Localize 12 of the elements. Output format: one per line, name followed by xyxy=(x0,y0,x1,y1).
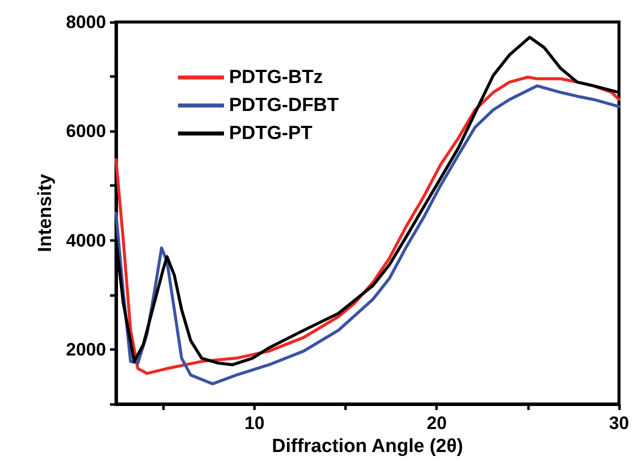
y-tick-label: 6000 xyxy=(66,121,106,142)
x-tick-label: 20 xyxy=(426,413,447,433)
y-axis-title: Intensity xyxy=(35,174,56,252)
x-tick-label: 10 xyxy=(244,413,265,433)
legend-label: PDTG-PT xyxy=(229,123,313,144)
legend-label: PDTG-BTz xyxy=(229,67,323,88)
y-tick-label: 2000 xyxy=(66,339,106,360)
x-axis-title: Diffraction Angle (2θ) xyxy=(272,436,464,457)
x-tick-label: 30 xyxy=(608,413,630,433)
legend-label: PDTG-DFBT xyxy=(229,95,340,116)
y-tick-label: 4000 xyxy=(66,230,106,250)
y-tick-label: 8000 xyxy=(66,12,106,32)
